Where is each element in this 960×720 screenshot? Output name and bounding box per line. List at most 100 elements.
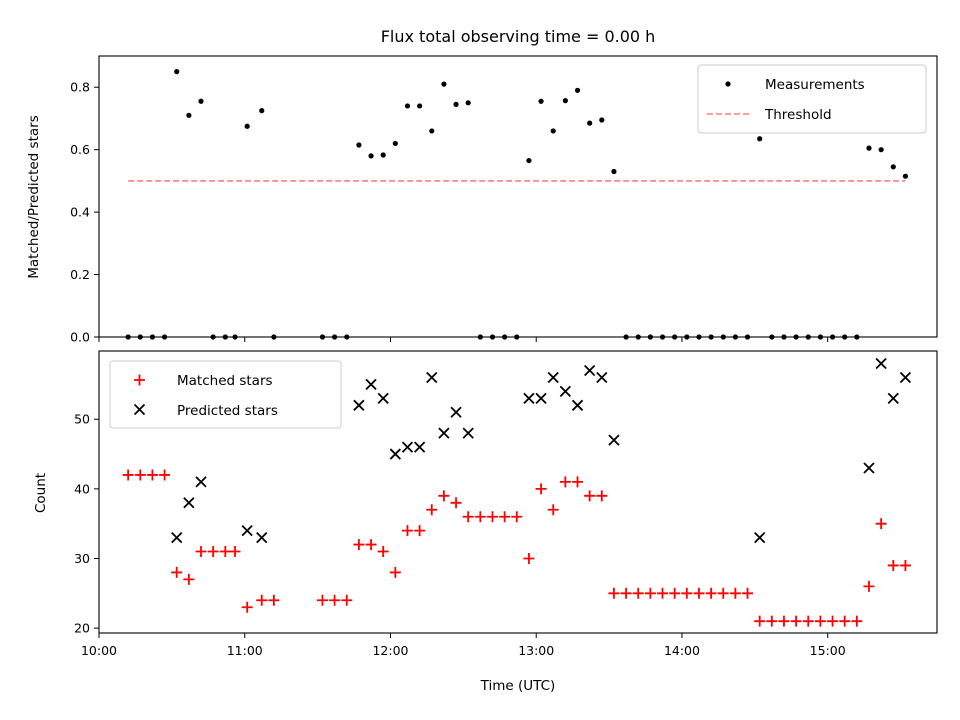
matched-stars-point	[899, 559, 911, 571]
top-legend: Measurements Threshold	[697, 64, 927, 134]
predicted-stars-point	[241, 525, 253, 537]
matched-stars-point	[887, 559, 899, 571]
matched-stars-point	[693, 587, 705, 599]
measurement-point	[757, 136, 763, 142]
matched-stars-point	[511, 511, 523, 523]
measurement-point	[198, 98, 204, 104]
measurement-point	[890, 164, 896, 170]
measurement-point	[429, 128, 435, 134]
measurement-point	[392, 140, 398, 147]
chart-title: Flux total observing time = 0.00 h	[381, 27, 656, 46]
predicted-stars-point	[887, 392, 899, 404]
measurement-point	[356, 142, 362, 148]
matched-stars-point	[863, 580, 875, 592]
predicted-stars-point	[462, 427, 474, 439]
measurement-point	[380, 152, 386, 158]
matched-stars-point	[146, 469, 158, 481]
bottom-y-tick-label: 30	[74, 551, 90, 566]
predicted-stars-point	[426, 371, 438, 384]
predicted-stars-point	[754, 531, 766, 544]
measurement-point	[259, 108, 265, 114]
x-axis-label: Time (UTC)	[480, 678, 556, 694]
matched-stars-point	[814, 615, 826, 627]
legend-threshold-label: Threshold	[764, 107, 832, 123]
matched-stars-point	[596, 490, 608, 502]
top-y-tick-label: 0.0	[70, 330, 90, 345]
measurement-point	[186, 112, 192, 118]
predicted-stars-point	[571, 399, 584, 411]
matched-stars-point	[851, 615, 863, 627]
bottom-y-tick-label: 20	[74, 621, 90, 636]
predicted-stars-point	[401, 441, 414, 453]
matched-stars-point	[474, 511, 486, 523]
matched-stars-point	[219, 546, 231, 558]
top-panel: 0.00.20.40.60.8 Matched/Predicted stars …	[26, 55, 938, 345]
matched-stars-point	[229, 546, 241, 558]
matched-stars-point	[705, 587, 717, 599]
matched-stars-point	[499, 511, 511, 523]
matched-stars-point	[669, 587, 681, 599]
matched-stars-point	[195, 546, 207, 558]
matched-stars-point	[717, 587, 729, 599]
measurement-point	[866, 145, 872, 151]
top-legend-box	[697, 64, 927, 134]
predicted-stars-point	[875, 357, 887, 370]
predicted-stars-point	[608, 434, 620, 446]
matched-stars-point	[414, 525, 426, 537]
legend-predicted-marker	[133, 403, 146, 416]
top-y-tick-label: 0.2	[70, 267, 90, 282]
predicted-stars-point	[377, 392, 389, 404]
bottom-x-tick-label: 13:00	[518, 643, 554, 658]
matched-stars-point	[183, 573, 195, 585]
bottom-x-tick-label: 11:00	[227, 643, 263, 658]
predicted-stars-point	[183, 497, 195, 509]
matched-stars-point	[462, 511, 474, 523]
matched-stars-point	[632, 587, 644, 599]
matched-stars-point	[450, 497, 462, 509]
measurement-point	[611, 168, 617, 175]
predicted-stars-point	[547, 371, 559, 384]
bottom-x-tick-label: 12:00	[372, 643, 408, 658]
measurement-point	[562, 98, 568, 104]
measurement-point	[902, 173, 909, 179]
matched-stars-point	[572, 476, 584, 488]
matched-stars-point	[535, 483, 547, 495]
measurement-point	[550, 128, 556, 134]
bottom-x-tick-label: 15:00	[810, 643, 846, 658]
matched-stars-point	[523, 552, 535, 564]
matched-stars-point	[547, 504, 559, 516]
matched-stars-point	[365, 539, 377, 551]
predicted-stars-point	[863, 462, 875, 474]
bottom-legend-box	[109, 360, 342, 429]
matched-stars-point	[608, 587, 620, 599]
matched-stars-point	[584, 490, 596, 502]
measurement-point	[465, 100, 471, 106]
predicted-stars-point	[523, 392, 535, 404]
bottom-plot-frame	[98, 350, 938, 634]
matched-stars-point	[401, 525, 413, 537]
predicted-stars-point	[413, 441, 426, 453]
predicted-stars-point	[195, 476, 207, 488]
measurement-point	[526, 157, 532, 164]
matched-stars-point	[486, 511, 498, 523]
bottom-x-tick-label: 10:00	[81, 643, 117, 658]
measurement-point	[453, 101, 459, 107]
legend-predicted-label: Predicted stars	[177, 403, 278, 419]
matched-stars-point	[316, 594, 328, 606]
bottom-y-axis-label: Count	[33, 473, 49, 513]
bottom-y-tick-label: 40	[74, 481, 90, 496]
measurement-point	[538, 98, 544, 104]
measurement-point	[599, 117, 605, 123]
predicted-stars-point	[584, 364, 596, 377]
predicted-stars-point	[559, 385, 572, 398]
top-plot-frame	[98, 55, 938, 338]
measurement-point	[417, 103, 423, 109]
matched-stars-point	[742, 587, 754, 599]
measurement-point	[587, 120, 593, 126]
matched-stars-point	[827, 615, 839, 627]
matched-stars-point	[802, 615, 814, 627]
matched-stars-point	[839, 615, 851, 627]
matched-stars-point	[341, 594, 353, 606]
predicted-stars-point	[389, 448, 401, 460]
matched-stars-point	[657, 587, 669, 599]
